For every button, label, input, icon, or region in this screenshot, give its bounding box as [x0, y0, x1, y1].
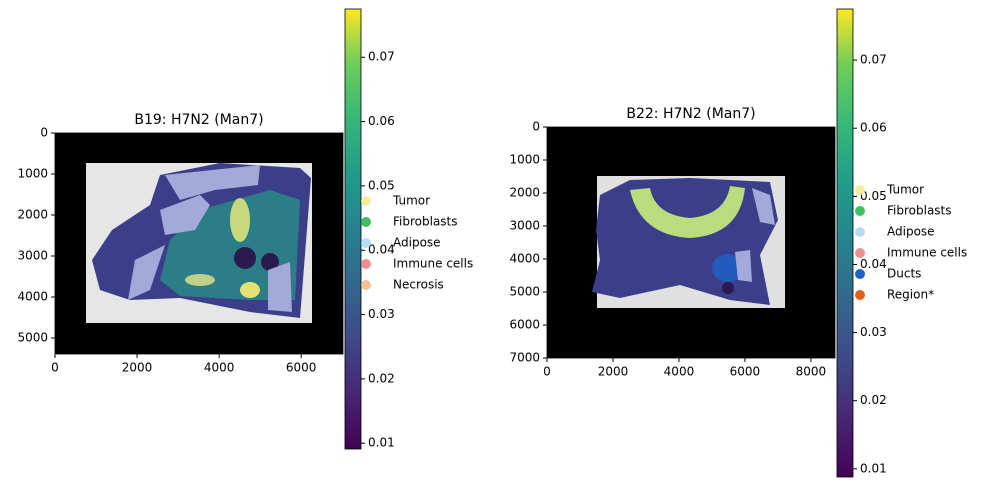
y-tick-label: 3000 [509, 219, 540, 233]
legend-marker [361, 238, 371, 248]
legend-label: Fibroblasts [887, 204, 952, 218]
legend-label: Necrosis [393, 278, 444, 292]
axes-title: B19: H7N2 (Man7) [134, 112, 263, 128]
y-tick-label: 5000 [17, 331, 48, 345]
x-tick-label: 2000 [122, 361, 153, 375]
colorbar-tick-label: 0.05 [368, 178, 395, 192]
x-tick-label: 6000 [286, 361, 317, 375]
legend-marker [855, 185, 865, 195]
y-tick-label: 4000 [509, 252, 540, 266]
y-tick-label: 1000 [509, 153, 540, 167]
legend-label: Immune cells [393, 257, 473, 271]
legend-label: Adipose [887, 225, 935, 239]
x-tick-label: 2000 [598, 365, 629, 379]
legend-label: Immune cells [887, 246, 967, 260]
legend-marker [855, 290, 865, 300]
legend-marker [361, 196, 371, 206]
x-tick-label: 8000 [796, 365, 827, 379]
colorbar [344, 8, 362, 450]
legend-label: Ducts [887, 267, 921, 281]
colorbar-tick-label: 0.02 [368, 371, 395, 385]
axes-frame [54, 132, 344, 355]
legend-marker [855, 269, 865, 279]
colorbar-tick-label: 0.02 [860, 393, 887, 407]
y-tick-label: 4000 [17, 290, 48, 304]
y-tick-label: 0 [40, 126, 48, 140]
y-tick-label: 5000 [509, 285, 540, 299]
colorbar-tick-label: 0.07 [368, 50, 395, 64]
legend-marker [855, 206, 865, 216]
colorbar-tick-label: 0.06 [368, 114, 395, 128]
colorbar-tick-label: 0.01 [860, 461, 887, 475]
x-tick-label: 4000 [204, 361, 235, 375]
y-tick-label: 2000 [509, 186, 540, 200]
x-tick-label: 0 [543, 365, 551, 379]
legend-marker [855, 248, 865, 258]
y-tick-label: 1000 [17, 167, 48, 181]
colorbar-tick-label: 0.06 [860, 121, 887, 135]
colorbar-tick-label: 0.05 [860, 189, 887, 203]
legend-label: Tumor [392, 194, 430, 208]
y-tick-label: 6000 [509, 318, 540, 332]
axes-frame [546, 126, 836, 359]
colorbar-tick-label: 0.01 [368, 436, 395, 450]
tissue-image-1 [55, 133, 343, 354]
colorbar-tick-label: 0.04 [368, 243, 395, 257]
colorbar-tick-label: 0.04 [860, 257, 887, 271]
y-tick-label: 2000 [17, 208, 48, 222]
y-tick-label: 7000 [509, 351, 540, 365]
y-tick-label: 3000 [17, 249, 48, 263]
y-tick-label: 0 [532, 120, 540, 134]
legend-marker [361, 217, 371, 227]
colorbar [836, 8, 854, 478]
legend-label: Region* [887, 288, 934, 302]
colorbar-tick-label: 0.07 [860, 53, 887, 67]
x-tick-label: 0 [51, 361, 59, 375]
tissue-image-2 [547, 127, 835, 358]
x-tick-label: 6000 [730, 365, 761, 379]
legend-marker [855, 227, 865, 237]
legend-label: Adipose [393, 236, 441, 250]
colorbar-tick-label: 0.03 [860, 325, 887, 339]
legend-marker [361, 280, 371, 290]
x-tick-label: 4000 [664, 365, 695, 379]
axes-title: B22: H7N2 (Man7) [626, 106, 755, 122]
legend-label: Fibroblasts [393, 215, 458, 229]
colorbar-tick-label: 0.03 [368, 307, 395, 321]
legend-marker [361, 259, 371, 269]
legend-label: Tumor [886, 183, 924, 197]
